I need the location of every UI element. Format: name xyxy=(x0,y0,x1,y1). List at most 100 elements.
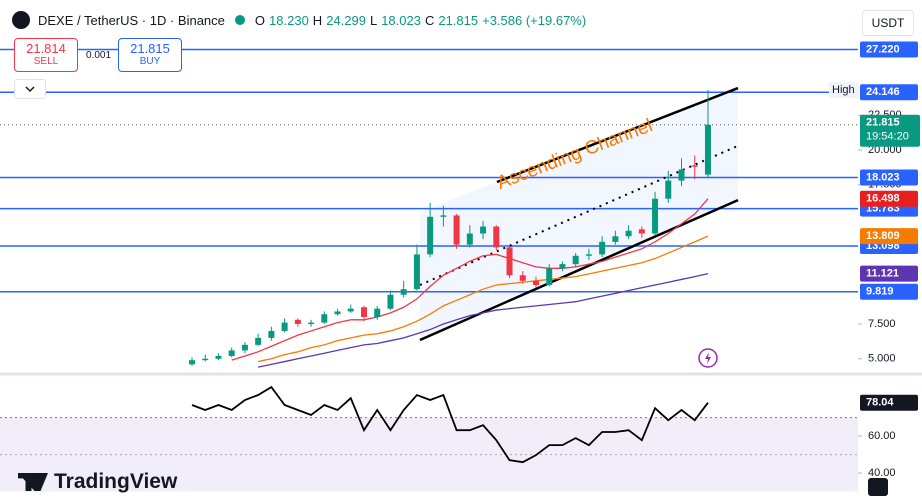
candle-body xyxy=(599,241,606,255)
price-label-box xyxy=(860,114,920,147)
candle-body xyxy=(532,280,539,286)
price-label-box xyxy=(860,394,918,411)
brand-logo xyxy=(18,473,48,491)
candle-body xyxy=(413,254,420,290)
close-label: C xyxy=(424,12,435,28)
moving-average xyxy=(231,198,709,361)
brand-name: TradingView xyxy=(54,470,178,493)
buy-price: 21.815 xyxy=(130,41,170,56)
candle-body xyxy=(678,169,685,181)
moving-average xyxy=(258,272,709,368)
price-label: 78.04 xyxy=(866,397,894,409)
candle-body xyxy=(215,355,222,359)
candle-body xyxy=(360,307,367,318)
last-price: 21.815 xyxy=(866,117,900,129)
price-label-box xyxy=(860,41,918,58)
candle-body xyxy=(466,233,473,245)
candle-body xyxy=(665,180,672,199)
candle-body xyxy=(559,264,566,269)
y-tick-label: 7.500 xyxy=(868,318,896,330)
symbol: DEXE / TetherUS · 1D · Binance xyxy=(38,12,225,28)
candle-body xyxy=(334,311,341,315)
candle-body xyxy=(691,165,698,167)
price-label-box xyxy=(860,169,918,186)
candle-body xyxy=(255,337,262,345)
candle-body xyxy=(625,230,632,237)
candle-body xyxy=(585,254,592,256)
sell-text: SELL xyxy=(33,56,59,67)
moving-average xyxy=(258,235,709,363)
candle-body xyxy=(612,236,619,242)
candle-body xyxy=(400,289,407,295)
open-value: 18.230 xyxy=(269,12,309,28)
candle-body xyxy=(294,319,301,324)
price-label: 13.809 xyxy=(866,230,900,242)
chevron xyxy=(25,86,35,93)
event-glyph xyxy=(705,352,711,364)
high-marker-box xyxy=(829,82,859,99)
high-marker-label: High xyxy=(832,84,855,96)
low-value: 18.023 xyxy=(381,12,421,28)
change: +3.586 (+19.67%) xyxy=(482,12,587,28)
y-tick-label: 40.00 xyxy=(868,467,896,479)
candle-body xyxy=(572,255,579,265)
candle-body xyxy=(321,314,328,323)
price-label-box xyxy=(860,190,918,207)
candle-body xyxy=(387,294,394,309)
candle-body xyxy=(506,247,513,276)
countdown: 19:54:20 xyxy=(866,131,909,143)
candle-body xyxy=(347,308,354,312)
candle-body xyxy=(268,330,275,338)
candle-body xyxy=(189,360,195,365)
candle-body xyxy=(281,322,288,331)
channel-fill xyxy=(419,88,739,340)
currency-button[interactable]: USDT xyxy=(862,10,914,36)
close-value: 21.815 xyxy=(438,12,479,28)
price-label: 9.819 xyxy=(866,286,894,298)
chevron-icon xyxy=(25,86,35,93)
price-label-box xyxy=(860,228,918,245)
brand: TradingView xyxy=(18,470,177,494)
sell-button[interactable]: 21.814 SELL xyxy=(14,38,78,72)
candle-body xyxy=(440,215,447,217)
y-tick-label: 20.000 xyxy=(868,144,902,156)
rsi-line xyxy=(191,385,709,464)
collapse-button[interactable] xyxy=(14,79,46,99)
price-label-box xyxy=(860,84,918,101)
candle-body xyxy=(241,344,248,351)
trendline xyxy=(419,198,739,342)
high-value: 24.299 xyxy=(326,12,366,28)
open-label: O xyxy=(254,12,266,28)
high-label: H xyxy=(312,12,323,28)
sell-price: 21.814 xyxy=(26,41,66,56)
candle-body xyxy=(374,308,381,318)
price-label-box xyxy=(860,283,918,300)
candle-body xyxy=(453,215,460,245)
candle-body xyxy=(480,226,487,234)
price-label: 11.121 xyxy=(866,267,899,279)
candle-body xyxy=(704,124,711,175)
candle-body xyxy=(202,358,209,361)
trendline xyxy=(419,144,739,286)
price-label: 16.498 xyxy=(866,193,900,205)
buy-button[interactable]: 21.815 BUY xyxy=(118,38,182,72)
low-label: L xyxy=(369,12,378,28)
candle-body xyxy=(308,322,315,324)
legend-header: DEXE / TetherUS · 1D · Binance O 18.230 H… xyxy=(12,11,586,29)
price-label: 18.023 xyxy=(866,171,900,183)
trendline xyxy=(496,86,739,184)
candle-body xyxy=(652,198,659,234)
y-tick-label: 60.00 xyxy=(868,430,896,442)
candle-body xyxy=(638,229,645,234)
candle-body xyxy=(519,275,526,281)
candle-body xyxy=(427,216,434,255)
price-label: 24.146 xyxy=(866,86,900,98)
settings-button xyxy=(868,478,888,496)
candle-body xyxy=(546,268,553,286)
symbol-icon xyxy=(12,11,30,29)
y-tick-label: 5.000 xyxy=(868,353,896,365)
buy-text: BUY xyxy=(139,56,161,67)
spread: 0.001 xyxy=(86,50,112,61)
